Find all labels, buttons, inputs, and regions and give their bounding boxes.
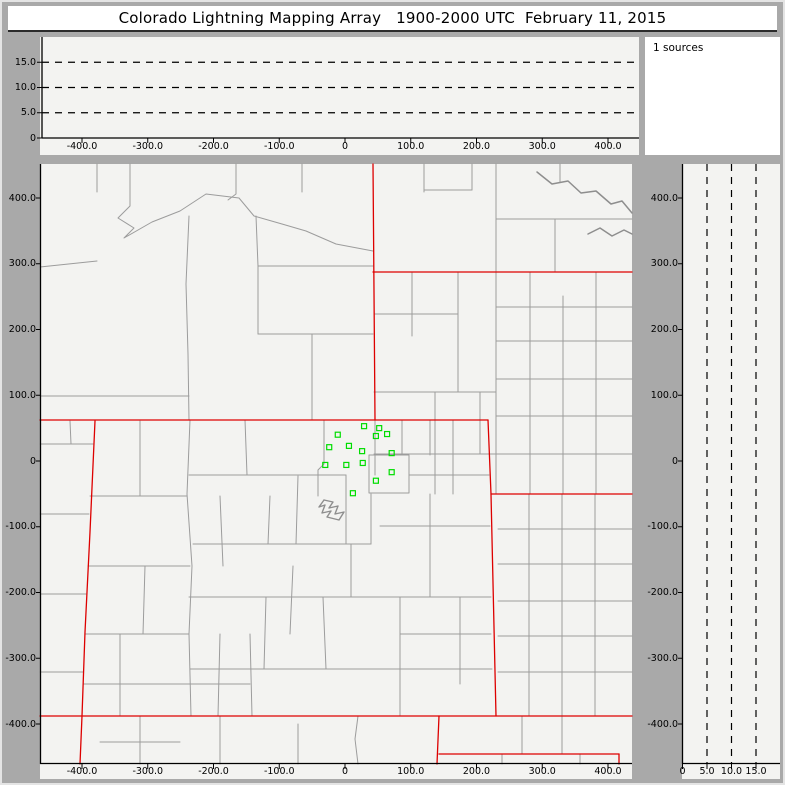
ew-y-tick-label: 15.0 xyxy=(14,56,36,68)
county-line xyxy=(227,163,237,201)
lma-station-marker xyxy=(388,450,395,457)
county-line xyxy=(263,596,267,670)
lma-station-marker xyxy=(359,459,366,467)
lma-station-marker xyxy=(343,461,350,469)
lma-station-marker xyxy=(334,431,341,438)
map-y-tick-label: 300.0 xyxy=(8,258,36,270)
ew-x-tick-label: -200.0 xyxy=(198,141,229,152)
lma-station-marker xyxy=(345,442,353,449)
title-bar: Colorado Lightning Mapping Array 1900-20… xyxy=(8,6,777,32)
plot-canvas xyxy=(36,163,633,769)
lma-station-marker xyxy=(383,430,391,438)
state-border-line xyxy=(79,420,96,765)
state-border-line xyxy=(372,163,376,421)
lma-station-marker xyxy=(358,448,366,455)
ew-x-tick-label: 200.0 xyxy=(462,141,491,152)
map-x-tick-label: -100.0 xyxy=(263,766,295,777)
ew-x-tick-label: 300.0 xyxy=(528,141,556,152)
map-x-tick-label: -200.0 xyxy=(198,766,229,777)
county-line xyxy=(219,495,224,567)
lma-station-marker xyxy=(388,469,395,476)
state-border-line xyxy=(436,715,440,765)
lma-station-marker xyxy=(372,432,380,440)
city-boundary-line xyxy=(318,499,345,521)
ns-y-tick-label: 300.0 xyxy=(650,258,678,270)
ew-x-tick-label: -300.0 xyxy=(132,141,164,152)
map-y-tick-label: 0 xyxy=(29,455,36,467)
ns-y-tick-label: 0 xyxy=(671,455,678,467)
map-x-tick-label: 0 xyxy=(341,766,349,777)
map-x-tick-label: -300.0 xyxy=(132,766,164,777)
sources-count-box: 1 sources xyxy=(645,37,780,155)
county-line xyxy=(322,596,327,670)
ew-x-tick-label: 100.0 xyxy=(397,141,425,152)
ns-x-tick-label: 5.0 xyxy=(699,766,715,777)
map-x-tick-label: 200.0 xyxy=(462,766,491,777)
ns-y-tick-label: 100.0 xyxy=(650,389,678,401)
county-line xyxy=(368,454,410,494)
county-line xyxy=(354,715,359,765)
ns-projection-panel: -400.0 -300.0 -200.0 -100.0 0 100.0 200.0 300.0… xyxy=(647,164,780,779)
ns-x-tick-label: 15.0 xyxy=(745,766,767,777)
ew-projection-panel: 0 5.0 10.0 15.0 -400.0 -300.0 -200.0 -100.0 0 100… xyxy=(15,37,639,155)
ew-y-tick-label: 5.0 xyxy=(20,107,36,119)
county-line xyxy=(69,420,72,445)
county-line xyxy=(244,419,248,476)
county-line xyxy=(142,565,146,635)
county-line xyxy=(289,565,294,635)
map-y-tick-label: -300.0 xyxy=(5,652,36,664)
county-line xyxy=(185,215,190,421)
county-line xyxy=(317,419,325,497)
map-x-tick-label: 400.0 xyxy=(594,766,622,777)
lma-station-marker xyxy=(360,423,368,430)
county-line xyxy=(186,419,193,717)
county-line xyxy=(255,215,259,267)
county-line xyxy=(295,475,299,545)
map-y-tick-label: 400.0 xyxy=(8,192,36,204)
state-border-line xyxy=(487,419,497,717)
ns-y-tick-label: 400.0 xyxy=(650,192,678,204)
plot-canvas xyxy=(37,37,639,143)
county-line xyxy=(217,633,221,717)
ew-x-tick-label: 0 xyxy=(341,141,349,152)
sources-count-label: 1 sources xyxy=(653,42,704,54)
ew-x-tick-label: -100.0 xyxy=(263,141,295,152)
ew-x-tick-label: 400.0 xyxy=(594,141,622,152)
map-x-tick-label: 300.0 xyxy=(528,766,556,777)
map-y-tick-label: 200.0 xyxy=(8,324,36,335)
ns-y-tick-label: -300.0 xyxy=(647,652,678,664)
ns-x-tick-label: 10.0 xyxy=(720,766,743,777)
ew-x-tick-label: -400.0 xyxy=(66,141,98,152)
ns-y-tick-label: -400.0 xyxy=(647,718,678,730)
map-y-tick-label: -100.0 xyxy=(5,521,36,533)
ns-y-tick-label: -100.0 xyxy=(647,521,678,533)
river-line xyxy=(536,171,633,214)
lma-station-marker xyxy=(322,461,329,469)
map-x-tick-label: -400.0 xyxy=(66,766,98,777)
ns-x-tick-label: 0 xyxy=(679,766,686,777)
lma-station-marker xyxy=(376,425,383,432)
ns-y-tick-label: 200.0 xyxy=(650,324,678,335)
map-x-tick-label: 100.0 xyxy=(397,766,425,777)
county-line xyxy=(39,260,98,268)
lma-station-marker xyxy=(372,477,380,484)
lma-station-marker xyxy=(349,490,356,497)
map-y-tick-label: -400.0 xyxy=(5,718,36,730)
window-title: Colorado Lightning Mapping Array 1900-20… xyxy=(118,9,667,27)
ns-y-tick-label: -200.0 xyxy=(647,587,678,598)
river-line xyxy=(587,227,633,237)
ew-y-tick-label: 0 xyxy=(29,132,36,144)
lma-station-marker xyxy=(326,444,333,451)
ew-y-tick-label: 10.0 xyxy=(14,82,36,93)
map-y-tick-label: 100.0 xyxy=(8,389,36,401)
county-line xyxy=(249,633,253,717)
map-panel: -400.0 -400.0 -300.0 -300.0 -200.0 -200.0 -100… xyxy=(5,163,633,779)
plot-canvas xyxy=(678,164,780,769)
map-y-tick-label: -200.0 xyxy=(5,587,36,598)
county-line xyxy=(267,495,271,545)
county-line xyxy=(117,163,374,252)
